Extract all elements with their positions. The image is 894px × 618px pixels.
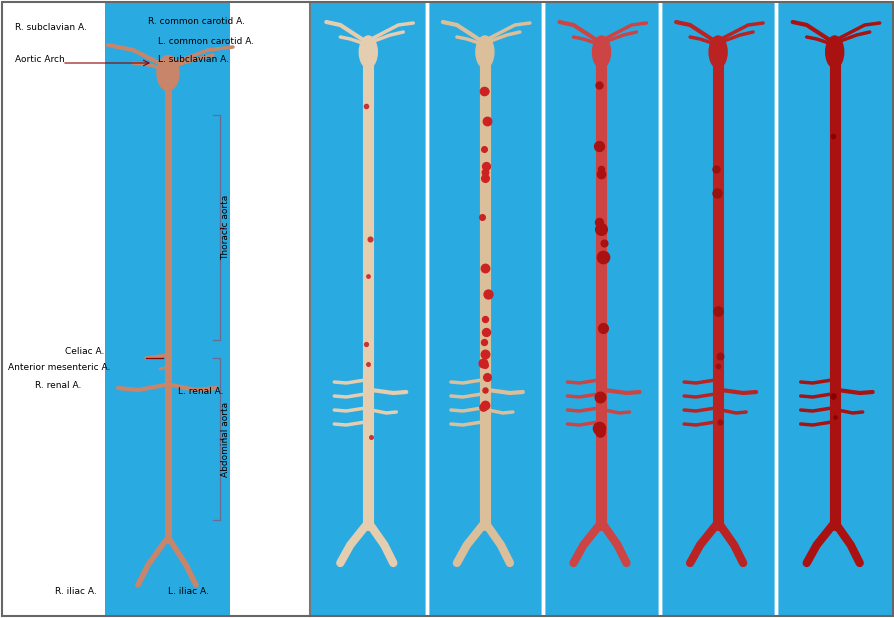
Text: R. subclavian A.: R. subclavian A. [15,23,87,33]
Text: Abdominal aorta: Abdominal aorta [221,402,231,476]
Text: L. common carotid A.: L. common carotid A. [158,38,254,46]
Ellipse shape [708,36,726,68]
Text: R. renal A.: R. renal A. [35,381,81,389]
Ellipse shape [592,36,610,68]
Text: R. iliac A.: R. iliac A. [55,586,97,596]
Ellipse shape [358,36,377,68]
Text: Thoracic aorta: Thoracic aorta [221,195,231,260]
Text: Celiac A.: Celiac A. [65,347,105,357]
Text: Aortic Arch: Aortic Arch [15,56,64,64]
Text: L. iliac A.: L. iliac A. [168,586,208,596]
Ellipse shape [825,36,843,68]
Text: R. common carotid A.: R. common carotid A. [148,17,245,27]
Bar [105,2,230,616]
Text: L. subclavian A.: L. subclavian A. [158,56,229,64]
Text: L. renal A.: L. renal A. [178,387,224,397]
Text: Anterior mesenteric A.: Anterior mesenteric A. [8,363,110,373]
Ellipse shape [156,56,179,90]
Ellipse shape [476,36,493,68]
Bar [309,2,892,616]
